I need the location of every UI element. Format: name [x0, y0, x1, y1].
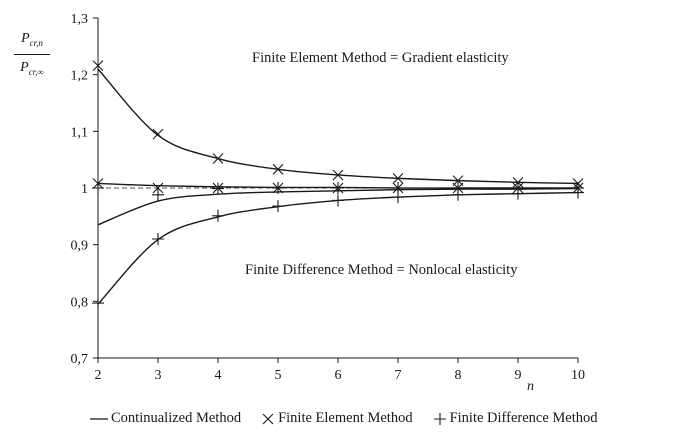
- legend-item-continualized: Continualized Method: [90, 410, 241, 427]
- legend-label-continualized: Continualized Method: [111, 410, 242, 426]
- fdm-marker: [212, 209, 224, 222]
- y-tick-label: 1,2: [71, 69, 89, 84]
- legend-item-fdm: Finite Difference Method: [433, 410, 598, 427]
- fdm-marker: [572, 182, 584, 194]
- annotation-fem: Finite Element Method = Gradient elastic…: [252, 50, 509, 66]
- x-tick-label: 5: [275, 368, 282, 383]
- fem-marker: [92, 60, 104, 71]
- x-tick-label: 3: [155, 368, 162, 383]
- axes: 0,7 0,8 0,9 1 1,1 1,2 1,3 2 3 4 5 6 7 8 9 10: [71, 12, 586, 383]
- fraction-bar: [14, 53, 50, 55]
- legend-plus-swatch: [433, 412, 446, 425]
- fdm-marker: [152, 188, 164, 201]
- fem-marker: [272, 163, 284, 175]
- legend-item-fem: Finite Element Method: [261, 410, 413, 427]
- y-axis-label-numerator: Pcr,n: [21, 31, 43, 48]
- x-axis-label: n: [527, 379, 534, 394]
- fem-marker: [212, 153, 224, 164]
- y-tick-label: 1: [81, 182, 88, 197]
- y-tick-label: 1,3: [71, 12, 89, 27]
- x-tick-label: 10: [571, 368, 585, 383]
- fdm-marker: [332, 194, 344, 207]
- fem-marker: [152, 182, 164, 194]
- chart-plot: 0,7 0,8 0,9 1 1,1 1,2 1,3 2 3 4 5 6 7 8 9 10 Finite Ele…: [71, 12, 586, 394]
- fdm-marker: [332, 182, 344, 194]
- fdm-marker: [212, 182, 224, 195]
- fem-marker: [392, 172, 404, 184]
- fem-marker: [332, 169, 344, 181]
- legend-line-swatch: [90, 417, 108, 420]
- y-tick-label: 1,1: [71, 125, 89, 140]
- annotation-fdm: Finite Difference Method = Nonlocal elas…: [245, 262, 518, 278]
- x-tick-label: 2: [95, 368, 102, 383]
- x-tick-label: 8: [455, 368, 462, 383]
- fdm-marker: [92, 182, 104, 194]
- x-tick-label: 4: [215, 368, 222, 383]
- series-line-lower: [97, 191, 579, 305]
- y-tick-label: 0,8: [71, 295, 89, 310]
- y-axis-label-denominator: Pcr,∞: [20, 59, 44, 77]
- x-tick-label: 6: [335, 368, 342, 383]
- y-tick-label: 0,9: [71, 239, 89, 254]
- legend-label-fem: Finite Element Method: [278, 410, 413, 426]
- fdm-marker: [452, 182, 464, 194]
- fem-marker: [152, 128, 164, 140]
- y-axis-label: Pcr,n Pcr,∞: [14, 32, 50, 77]
- markers: [92, 60, 584, 310]
- fdm-marker: [272, 200, 284, 213]
- legend: Continualized Method Finite Element Meth…: [90, 410, 618, 427]
- fdm-marker: [92, 297, 104, 310]
- fdm-marker: [152, 233, 164, 245]
- x-tick-label: 7: [395, 368, 402, 383]
- x-tick-label: 9: [515, 368, 522, 383]
- fdm-marker: [392, 182, 404, 194]
- legend-label-fdm: Finite Difference Method: [449, 410, 598, 426]
- y-tick-label: 0,7: [71, 352, 89, 367]
- fdm-marker: [512, 182, 524, 194]
- legend-x-swatch: [262, 413, 274, 424]
- series-line-upper: [97, 68, 579, 185]
- fdm-marker: [272, 182, 284, 194]
